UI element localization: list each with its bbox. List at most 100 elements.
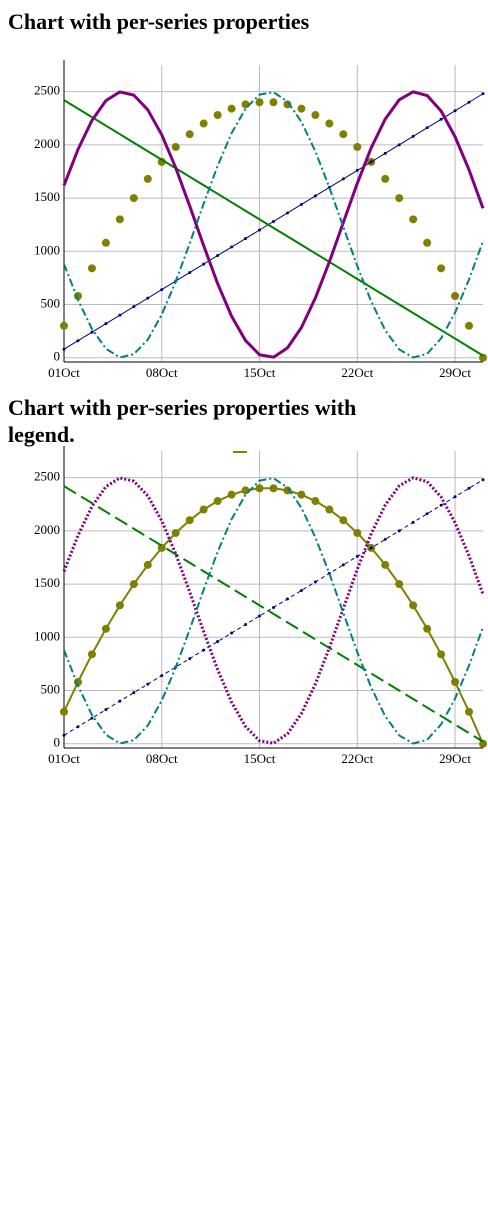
y-tick-label: 2500 bbox=[34, 469, 60, 484]
data-point bbox=[76, 339, 80, 343]
data-point bbox=[383, 537, 387, 541]
data-point bbox=[185, 516, 194, 525]
data-point bbox=[397, 143, 401, 147]
data-point bbox=[297, 104, 306, 113]
data-point bbox=[115, 215, 124, 224]
y-tick-label: 2500 bbox=[34, 83, 60, 98]
data-point bbox=[467, 486, 471, 490]
data-point bbox=[213, 111, 222, 120]
data-point bbox=[171, 142, 180, 151]
data-point bbox=[409, 601, 418, 610]
data-point bbox=[411, 134, 415, 138]
chart-title: Chart with per-series properties bbox=[8, 9, 310, 34]
data-point bbox=[216, 254, 220, 258]
data-point bbox=[313, 194, 317, 198]
data-point bbox=[272, 219, 275, 223]
data-point bbox=[437, 264, 446, 273]
y-tick-label: 2000 bbox=[34, 522, 60, 537]
data-point bbox=[230, 245, 234, 249]
data-point bbox=[283, 486, 292, 495]
x-tick-label: 08Oct bbox=[146, 751, 178, 766]
data-point bbox=[297, 490, 306, 499]
data-point bbox=[381, 560, 390, 569]
data-point bbox=[355, 168, 359, 172]
data-point bbox=[90, 330, 94, 334]
data-point bbox=[313, 580, 317, 584]
y-tick-label: 2000 bbox=[34, 136, 60, 151]
data-point bbox=[104, 322, 108, 326]
x-tick-label: 01Oct bbox=[48, 751, 80, 766]
data-point bbox=[132, 305, 136, 309]
legend-swatch bbox=[233, 451, 247, 454]
data-point bbox=[129, 580, 138, 589]
data-point bbox=[227, 104, 236, 113]
series-line bbox=[63, 99, 484, 357]
data-point bbox=[355, 554, 359, 558]
data-point bbox=[146, 682, 150, 686]
x-tick-label: 08Oct bbox=[146, 365, 178, 380]
data-point bbox=[409, 215, 418, 224]
data-point bbox=[171, 528, 180, 537]
data-point bbox=[202, 262, 206, 266]
data-point bbox=[467, 100, 471, 104]
chart: 0 500 1000 1500 2000 2500 01Oct 08Oct 15Oct 22Oct… bbox=[34, 60, 487, 380]
data-point bbox=[481, 92, 485, 96]
data-point bbox=[283, 100, 292, 109]
data-point bbox=[129, 194, 138, 203]
data-point bbox=[185, 130, 194, 139]
y-tick-label: 1000 bbox=[34, 628, 60, 643]
data-point bbox=[311, 111, 320, 120]
data-point bbox=[76, 725, 80, 729]
data-point bbox=[437, 650, 446, 659]
x-tick-label: 22Oct bbox=[341, 365, 373, 380]
data-point bbox=[369, 546, 373, 550]
data-point bbox=[62, 733, 66, 737]
x-tick-label: 29Oct bbox=[439, 751, 471, 766]
data-point bbox=[62, 347, 66, 351]
data-point bbox=[269, 98, 278, 107]
data-point bbox=[353, 528, 362, 537]
data-point bbox=[87, 264, 96, 273]
data-point bbox=[479, 353, 487, 362]
data-point bbox=[230, 631, 234, 635]
data-point bbox=[339, 130, 348, 139]
data-point bbox=[118, 699, 122, 703]
data-point bbox=[397, 529, 401, 533]
data-point bbox=[465, 707, 474, 716]
data-point bbox=[311, 497, 320, 506]
data-point bbox=[272, 605, 275, 609]
data-point bbox=[160, 674, 164, 678]
data-point bbox=[199, 119, 208, 128]
data-point bbox=[285, 597, 289, 601]
series-line bbox=[63, 477, 484, 745]
data-point bbox=[411, 520, 415, 524]
data-point bbox=[425, 126, 429, 130]
data-point bbox=[341, 177, 345, 181]
data-point bbox=[369, 160, 373, 164]
data-point bbox=[87, 650, 96, 659]
data-point bbox=[143, 560, 152, 569]
y-tick-label: 0 bbox=[54, 735, 61, 750]
data-point bbox=[451, 678, 460, 686]
y-tick-label: 500 bbox=[41, 296, 61, 311]
data-point bbox=[325, 119, 334, 128]
data-point bbox=[453, 109, 457, 113]
series-line bbox=[62, 476, 485, 745]
data-point bbox=[425, 512, 429, 516]
data-point bbox=[160, 288, 164, 292]
data-point bbox=[353, 142, 362, 151]
data-point bbox=[244, 237, 248, 241]
data-point bbox=[90, 716, 94, 720]
legend bbox=[232, 443, 462, 458]
data-point bbox=[395, 194, 404, 203]
legend-entry bbox=[232, 443, 248, 458]
data-point bbox=[60, 321, 68, 330]
data-point bbox=[202, 648, 206, 652]
data-point bbox=[101, 238, 110, 247]
data-point bbox=[258, 614, 262, 618]
data-point bbox=[255, 98, 264, 107]
data-point bbox=[453, 495, 457, 499]
y-tick-label: 1000 bbox=[34, 242, 60, 257]
data-point bbox=[255, 484, 264, 493]
